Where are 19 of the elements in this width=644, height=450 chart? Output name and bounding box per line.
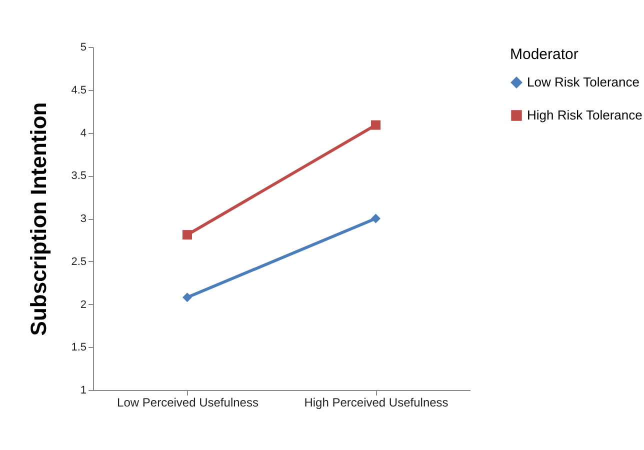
point: [182, 292, 192, 302]
legend-label: High Risk Tolerance: [527, 108, 642, 122]
point: [371, 214, 380, 224]
y-tick-label: 1.5: [71, 342, 86, 354]
x-tick-label: High Perceived Usefulness: [304, 396, 448, 410]
point: [371, 120, 380, 130]
y-tick-label: 3: [80, 213, 86, 225]
y-tick-label: 5: [80, 42, 86, 54]
y-tick-label: 4.5: [71, 84, 86, 96]
y-axis-title: Subscription Intention: [26, 102, 52, 336]
y-tick-label: 1: [80, 384, 86, 396]
legend-title: Moderator: [510, 46, 578, 63]
legend-label: Low Risk Tolerance: [527, 74, 640, 90]
x-tick-label: Low Perceived Usefulness: [117, 396, 258, 410]
y-tick-label: 2: [80, 298, 86, 311]
y-tick-label: 3.5: [71, 170, 86, 182]
point: [182, 230, 192, 240]
y-tick-label: 4: [80, 127, 86, 140]
y-tick-label: 2.5: [71, 256, 86, 268]
